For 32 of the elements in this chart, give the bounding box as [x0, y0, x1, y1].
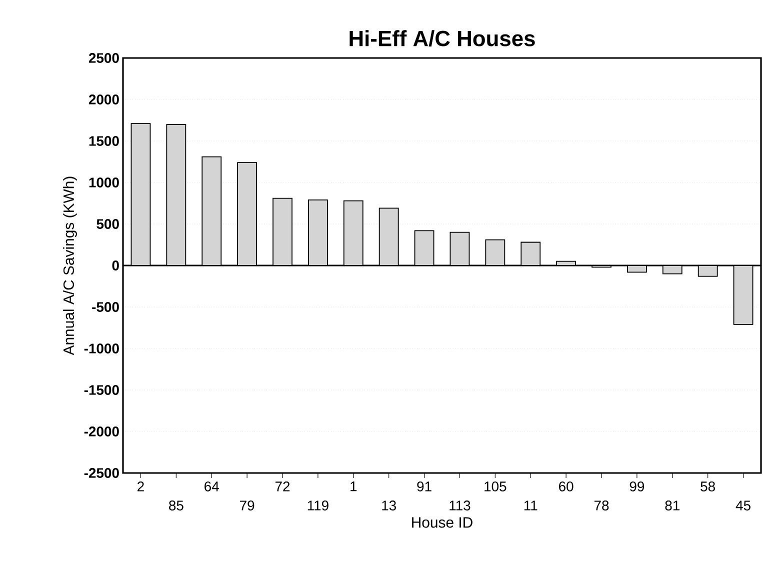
- x-tick-label: 81: [665, 500, 680, 510]
- x-tick-label: 64: [204, 482, 219, 492]
- y-tick-label: 500: [96, 219, 119, 229]
- y-tick-label: 1500: [89, 136, 119, 146]
- x-tick-label: 119: [308, 500, 328, 510]
- y-tick-label: -500: [92, 302, 119, 312]
- x-tick-label: 45: [736, 500, 750, 510]
- y-tick-label: 2500: [88, 53, 119, 63]
- y-tick-label: -1000: [84, 344, 119, 354]
- x-tick-label: 85: [169, 500, 184, 510]
- y-axis-title: Annual A/C Savings (KWh): [63, 176, 77, 356]
- x-tick-label: 60: [559, 482, 574, 492]
- x-tick-label: 99: [630, 482, 644, 492]
- x-tick-label: 78: [594, 500, 609, 510]
- y-tick-label: 0: [112, 260, 119, 270]
- y-tick-label: -1500: [84, 385, 119, 395]
- x-tick-label: 58: [700, 482, 715, 492]
- x-tick-label: 79: [240, 500, 254, 510]
- x-tick-label: 11: [524, 500, 538, 510]
- x-tick-label: 13: [382, 500, 396, 510]
- x-tick-label: 105: [484, 482, 506, 492]
- x-tick-label: 1: [350, 482, 357, 492]
- x-tick-label: 113: [450, 500, 470, 510]
- y-tick-label: -2500: [84, 468, 119, 478]
- y-tick-label: -2000: [84, 426, 119, 436]
- y-tick-label: 1000: [89, 178, 119, 188]
- chart-title: Hi-Eff A/C Houses: [350, 30, 535, 46]
- y-tick-label: 2000: [88, 94, 119, 104]
- x-axis-title: House ID: [412, 517, 472, 528]
- x-tick-label: 72: [275, 482, 290, 492]
- x-tick-label: 91: [417, 482, 432, 492]
- x-tick-label: 2: [138, 482, 144, 492]
